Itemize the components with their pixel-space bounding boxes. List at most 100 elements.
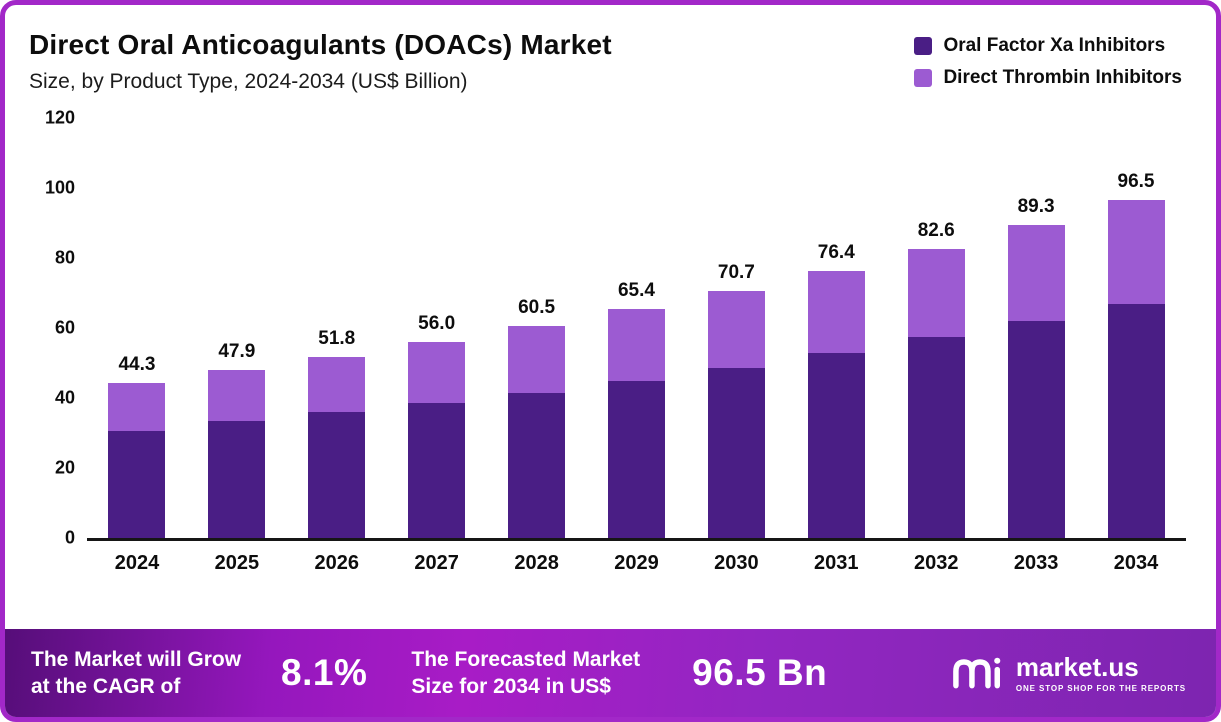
stacked-bar	[308, 356, 366, 538]
x-tick-label: 2032	[913, 552, 959, 574]
bar-segment-xa-inhibitors	[907, 336, 965, 538]
x-axis-labels: 2024 2025 2026 2027 2028 2029 2030 2031 2032 2033…	[87, 541, 1186, 575]
legend-item: Direct Thrombin Inhibitors	[914, 67, 1182, 89]
stacked-bar	[208, 370, 266, 538]
cagr-text-line2: at the CAGR of	[31, 675, 181, 698]
marketus-logo: market.us ONE STOP SHOP FOR THE REPORTS	[950, 652, 1190, 694]
legend: Oral Factor Xa Inhibitors Direct Thrombin…	[914, 29, 1182, 89]
footer-banner: The Market will Grow at the CAGR of 8.1%…	[5, 629, 1216, 717]
chart-subtitle: Size, by Product Type, 2024-2034 (US$ Bi…	[29, 70, 468, 93]
header: Direct Oral Anticoagulants (DOACs) Marke…	[5, 5, 1216, 94]
bar-segment-xa-inhibitors	[308, 412, 366, 538]
y-tick-label: 80	[54, 247, 75, 268]
bar-column: 82.6	[890, 220, 982, 538]
logo-text-block: market.us ONE STOP SHOP FOR THE REPORTS	[1016, 654, 1186, 693]
stacked-bar	[1007, 225, 1065, 538]
bar-column: 51.8	[291, 328, 383, 538]
bar-segment-xa-inhibitors	[707, 368, 765, 538]
bar-segment-xa-inhibitors	[208, 420, 266, 538]
x-tick-label: 2028	[514, 552, 559, 574]
forecast-text-line1: The Forecasted Market	[411, 647, 641, 671]
forecast-text-line2: Size for 2034 in US$	[411, 675, 611, 698]
bar-value-label: 89.3	[1017, 196, 1055, 218]
legend-swatch-icon	[914, 37, 933, 55]
bar-segment-thrombin-inhibitors	[807, 270, 865, 353]
bar-segment-xa-inhibitors	[1107, 303, 1165, 538]
stacked-bar	[907, 248, 965, 538]
bar-column: 76.4	[790, 242, 882, 538]
bar-column: 44.3	[91, 354, 183, 538]
plot-wrap: 44.3 47.9 51.8 56.0 60.5 65.4 70.7 76.4 82.6 89.3…	[87, 118, 1186, 575]
marketus-logo-icon	[953, 657, 1001, 689]
bar-column: 65.4	[590, 280, 682, 538]
bar-value-label: 51.8	[318, 327, 356, 349]
x-tick-label: 2031	[814, 552, 859, 574]
bar-segment-thrombin-inhibitors	[907, 248, 965, 337]
y-tick-label: 60	[54, 317, 75, 338]
bar-segment-thrombin-inhibitors	[1107, 200, 1165, 304]
bar-value-label: 82.6	[917, 219, 955, 241]
bar-segment-thrombin-inhibitors	[408, 342, 466, 404]
bar-segment-thrombin-inhibitors	[707, 290, 765, 369]
bar-segment-thrombin-inhibitors	[308, 356, 366, 412]
bar-segment-xa-inhibitors	[807, 352, 865, 538]
forecast-value: 96.5 Bn	[692, 652, 828, 693]
x-tick-label: 2033	[1013, 552, 1059, 574]
x-tick-label: 2025	[214, 552, 260, 574]
bar-column: 56.0	[391, 313, 483, 538]
bar-segment-thrombin-inhibitors	[208, 370, 266, 421]
cagr-text-line1: The Market will Grow	[31, 647, 242, 671]
bar-value-label: 44.3	[118, 353, 156, 375]
bar-value-label: 70.7	[717, 261, 755, 283]
legend-label: Direct Thrombin Inhibitors	[943, 67, 1182, 88]
bar-value-label: 96.5	[1117, 171, 1155, 193]
stacked-bar	[408, 342, 466, 538]
stacked-bar	[607, 309, 665, 538]
logo-tagline: ONE STOP SHOP FOR THE REPORTS	[1015, 683, 1186, 693]
stacked-bar	[807, 270, 865, 538]
x-tick-label: 2029	[614, 552, 659, 574]
bar-column: 47.9	[191, 341, 283, 538]
stacked-bar	[108, 382, 166, 538]
x-tick-label: 2026	[314, 552, 360, 574]
bar-column: 70.7	[690, 262, 782, 538]
bar-column: 96.5	[1090, 171, 1182, 538]
stacked-bar	[707, 290, 765, 538]
bar-column: 89.3	[990, 196, 1082, 538]
bar-value-label: 47.9	[218, 341, 256, 363]
bar-segment-xa-inhibitors	[607, 380, 665, 538]
x-tick-label: 2030	[714, 552, 759, 574]
bar-segment-xa-inhibitors	[408, 403, 466, 538]
forecast-text: The Forecasted Market Size for 2034 in U…	[411, 646, 640, 701]
bar-segment-thrombin-inhibitors	[607, 309, 665, 381]
legend-swatch-icon	[914, 69, 933, 87]
plot-area: 44.3 47.9 51.8 56.0 60.5 65.4 70.7 76.4 82.6 89.3…	[87, 118, 1186, 541]
y-tick-label: 120	[44, 107, 75, 128]
y-tick-label: 40	[54, 387, 75, 408]
legend-item: Oral Factor Xa Inhibitors	[914, 35, 1182, 57]
bar-segment-thrombin-inhibitors	[1007, 225, 1065, 321]
cagr-value: 8.1%	[281, 652, 368, 693]
bar-value-label: 76.4	[817, 241, 855, 263]
bar-column: 60.5	[491, 297, 583, 538]
bar-segment-xa-inhibitors	[1007, 321, 1065, 538]
y-axis: 0 20 40 60 80 100 120	[25, 108, 87, 548]
bar-segment-xa-inhibitors	[508, 392, 566, 538]
stacked-bar	[508, 326, 566, 538]
x-tick-label: 2027	[414, 552, 459, 574]
y-tick-label: 0	[64, 527, 75, 548]
logo-text: market.us	[1015, 651, 1139, 682]
chart-title: Direct Oral Anticoagulants (DOACs) Marke…	[29, 29, 612, 60]
x-tick-label: 2034	[1113, 552, 1159, 574]
bar-value-label: 65.4	[617, 280, 655, 302]
x-tick-label: 2024	[114, 552, 160, 574]
bar-segment-thrombin-inhibitors	[108, 382, 166, 432]
legend-label: Oral Factor Xa Inhibitors	[943, 35, 1166, 56]
y-tick-label: 100	[44, 177, 75, 198]
cagr-text: The Market will Grow at the CAGR of	[31, 646, 241, 701]
bar-value-label: 56.0	[418, 313, 456, 334]
title-block: Direct Oral Anticoagulants (DOACs) Marke…	[29, 29, 612, 94]
stacked-bar	[1107, 200, 1165, 538]
bar-segment-xa-inhibitors	[108, 431, 166, 538]
